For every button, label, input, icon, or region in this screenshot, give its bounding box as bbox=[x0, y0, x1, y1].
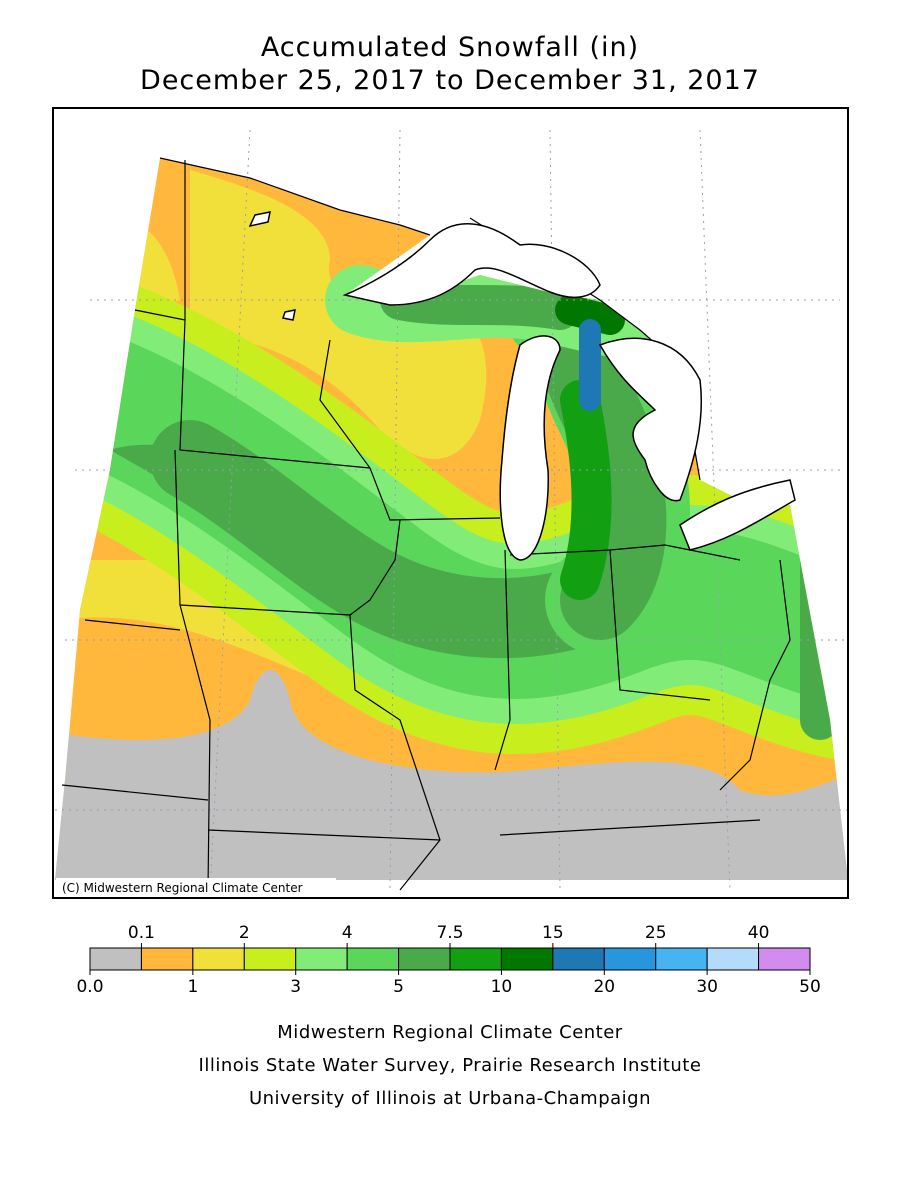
legend-swatch bbox=[500, 947, 554, 971]
map-frame bbox=[52, 107, 849, 899]
lakes bbox=[248, 211, 796, 561]
legend-swatch bbox=[603, 947, 657, 971]
legend-swatch bbox=[295, 947, 348, 971]
title-line: Accumulated Snowfall (in) bbox=[261, 32, 639, 63]
legend-label: 5 bbox=[393, 977, 404, 997]
legend-label: 4 bbox=[342, 923, 353, 943]
legend-label: 1 bbox=[187, 977, 198, 997]
credit-line: University of Illinois at Urbana-Champai… bbox=[249, 1088, 651, 1109]
copyright: (C) Midwestern Regional Climate Center bbox=[62, 881, 303, 895]
title-line: December 25, 2017 to December 31, 2017 bbox=[140, 65, 760, 96]
legend-swatch bbox=[655, 947, 708, 971]
legend-label: 50 bbox=[799, 977, 821, 997]
legend-swatch bbox=[706, 947, 760, 971]
copyright-box bbox=[56, 878, 336, 896]
legend-swatch bbox=[346, 947, 400, 971]
field-band bbox=[110, 444, 330, 539]
legend-label: 0.0 bbox=[76, 977, 103, 997]
legend: 0.0 0.1 1 2 3 4 5 7.5 10 15 20 25 30 40 50 bbox=[76, 923, 820, 997]
legend-label: 7.5 bbox=[436, 923, 463, 943]
legend-label: 10 bbox=[491, 977, 513, 997]
legend-swatch bbox=[89, 947, 142, 971]
legend-label: 25 bbox=[645, 923, 667, 943]
legend-swatch bbox=[758, 947, 811, 971]
legend-swatch bbox=[449, 947, 502, 971]
legend-label: 2 bbox=[239, 923, 250, 943]
legend-swatch bbox=[398, 947, 451, 971]
credit-line: Midwestern Regional Climate Center bbox=[277, 1022, 623, 1043]
credit-line: Illinois State Water Survey, Prairie Res… bbox=[199, 1055, 702, 1076]
legend-label: 20 bbox=[593, 977, 615, 997]
legend-label: 0.1 bbox=[128, 923, 155, 943]
legend-swatch bbox=[552, 947, 605, 971]
legend-swatch bbox=[192, 947, 245, 971]
legend-label: 15 bbox=[542, 923, 564, 943]
legend-swatch bbox=[140, 947, 194, 971]
legend-label: 40 bbox=[748, 923, 770, 943]
legend-label: 30 bbox=[696, 977, 718, 997]
legend-label: 3 bbox=[290, 977, 301, 997]
field-band bbox=[55, 670, 848, 880]
legend-swatch bbox=[243, 947, 297, 971]
